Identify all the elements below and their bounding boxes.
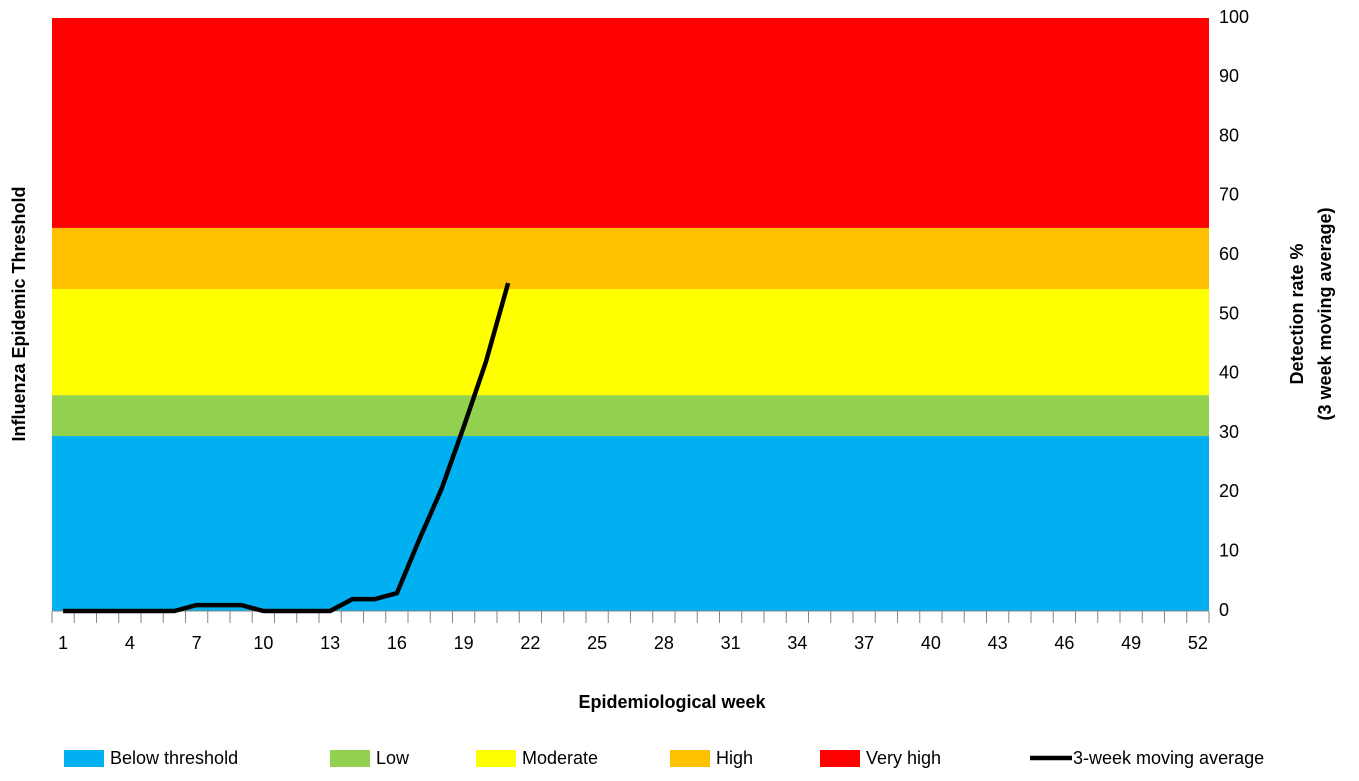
x-tick-label: 7 xyxy=(192,633,202,653)
legend-swatch xyxy=(64,750,104,767)
threshold-band xyxy=(52,289,1209,396)
legend-label: High xyxy=(716,748,753,768)
x-tick-label: 10 xyxy=(253,633,273,653)
x-tick-label: 46 xyxy=(1054,633,1074,653)
x-tick-label: 13 xyxy=(320,633,340,653)
x-tick-label: 49 xyxy=(1121,633,1141,653)
x-tick-label: 28 xyxy=(654,633,674,653)
y-tick-label: 40 xyxy=(1219,363,1239,383)
x-tick-label: 52 xyxy=(1188,633,1208,653)
y-tick-label: 30 xyxy=(1219,422,1239,442)
y-axis-title-right: (3 week moving average) xyxy=(1315,207,1335,420)
x-tick-label: 4 xyxy=(125,633,135,653)
y-tick-label: 100 xyxy=(1219,7,1249,27)
y-tick-label: 70 xyxy=(1219,185,1239,205)
data-line xyxy=(63,282,511,614)
x-tick-label: 16 xyxy=(387,633,407,653)
x-tick-label: 25 xyxy=(587,633,607,653)
y-axis-title-right: Detection rate % xyxy=(1287,243,1307,384)
y-tick-label: 10 xyxy=(1219,540,1239,560)
legend-label: Low xyxy=(376,748,410,768)
threshold-band xyxy=(52,227,1209,290)
y-tick-label: 0 xyxy=(1219,600,1229,620)
x-tick-label: 1 xyxy=(58,633,68,653)
legend-swatch xyxy=(330,750,370,767)
x-tick-label: 34 xyxy=(787,633,807,653)
threshold-band xyxy=(52,436,1209,611)
x-axis-title: Epidemiological week xyxy=(578,692,766,712)
x-tick-label: 22 xyxy=(520,633,540,653)
y-tick-label: 90 xyxy=(1219,66,1239,86)
legend-label: 3-week moving average xyxy=(1073,748,1264,768)
x-tick-label: 43 xyxy=(988,633,1008,653)
y-tick-label: 60 xyxy=(1219,244,1239,264)
legend-swatch xyxy=(820,750,860,767)
x-tick-label: 19 xyxy=(454,633,474,653)
x-tick-label: 37 xyxy=(854,633,874,653)
y-axis-title-left: Influenza Epidemic Threshold xyxy=(9,186,29,441)
legend-label: Moderate xyxy=(522,748,598,768)
threshold-band xyxy=(52,395,1209,437)
legend-swatch xyxy=(476,750,516,767)
legend-label: Very high xyxy=(866,748,941,768)
y-tick-label: 50 xyxy=(1219,303,1239,323)
threshold-band xyxy=(52,18,1209,228)
y-tick-label: 80 xyxy=(1219,125,1239,145)
y-tick-label: 20 xyxy=(1219,481,1239,501)
legend-swatch xyxy=(670,750,710,767)
x-tick-label: 31 xyxy=(721,633,741,653)
legend-label: Below threshold xyxy=(110,748,238,768)
x-tick-label: 40 xyxy=(921,633,941,653)
